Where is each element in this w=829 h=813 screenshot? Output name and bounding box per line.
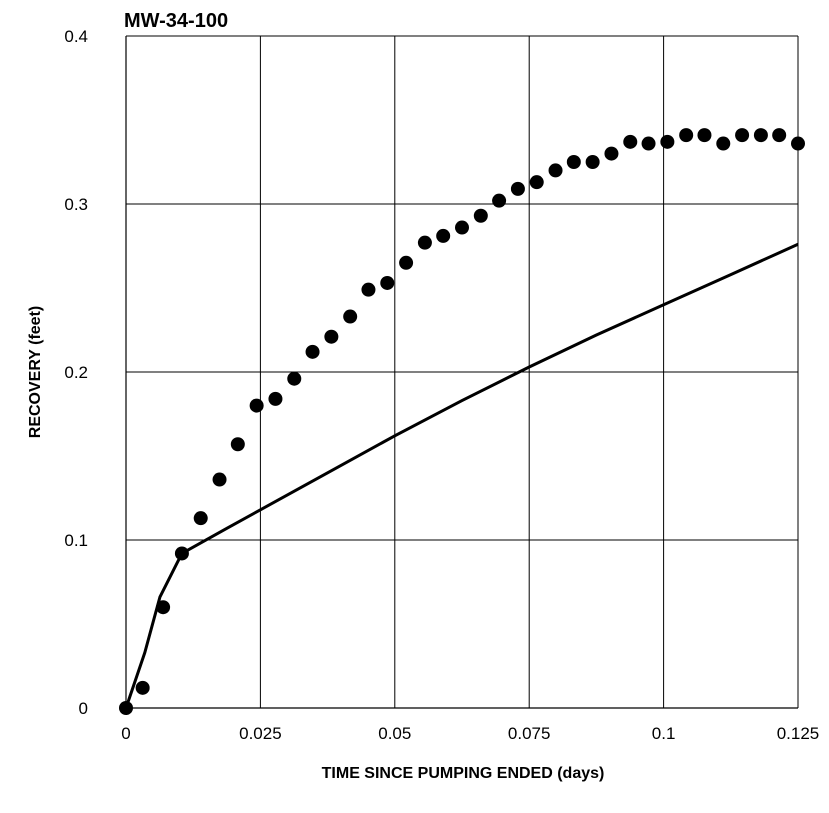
data-point	[604, 146, 619, 161]
chart-title: MW-34-100	[124, 10, 228, 32]
data-point	[753, 128, 768, 143]
data-point	[193, 511, 208, 526]
data-point	[510, 181, 525, 196]
data-point	[380, 275, 395, 290]
y-axis-title: RECOVERY (feet)	[27, 306, 44, 438]
data-point	[268, 391, 283, 406]
data-point	[212, 472, 227, 487]
data-point	[135, 680, 150, 695]
data-point	[791, 136, 805, 151]
model-curve-line	[124, 242, 799, 709]
x-axis-title: TIME SINCE PUMPING ENDED (days)	[322, 765, 605, 782]
data-point	[660, 134, 675, 149]
data-point	[436, 228, 451, 243]
tick-labels: 0 0.025 0.05 0.075 0.1 0.125 0 0.1 0.2 0.3 0.4	[64, 27, 819, 743]
y-tick-label: 0.2	[64, 363, 88, 382]
data-point	[174, 546, 189, 561]
data-point	[641, 136, 656, 151]
x-tick-label: 0.05	[378, 724, 411, 743]
data-point	[492, 193, 507, 208]
data-point	[343, 309, 358, 324]
x-tick-label: 0.125	[777, 724, 820, 743]
data-point	[287, 371, 302, 386]
data-point	[585, 155, 600, 169]
data-point	[679, 128, 694, 143]
data-point	[772, 128, 787, 143]
data-point	[361, 282, 376, 297]
data-point	[230, 437, 245, 452]
series-points	[119, 128, 805, 715]
data-point	[697, 128, 712, 143]
y-tick-label: 0	[79, 699, 88, 718]
data-point	[455, 220, 469, 235]
x-tick-label: 0.1	[652, 724, 676, 743]
grid	[125, 35, 799, 709]
data-point	[324, 329, 339, 344]
y-tick-label: 0.1	[64, 531, 88, 550]
data-point	[529, 175, 544, 190]
data-point	[417, 235, 432, 250]
data-point	[716, 136, 731, 151]
x-tick-label: 0	[121, 724, 130, 743]
data-point	[156, 600, 171, 615]
y-tick-label: 0.3	[64, 195, 88, 214]
series-line	[124, 242, 799, 709]
data-point	[623, 134, 638, 149]
y-tick-label: 0.4	[64, 27, 88, 46]
data-point	[735, 128, 750, 143]
data-point	[249, 398, 264, 413]
x-tick-label: 0.075	[508, 724, 551, 743]
data-point	[548, 163, 563, 178]
data-point	[305, 344, 320, 359]
data-point	[119, 701, 133, 715]
data-point	[399, 255, 414, 270]
data-point	[473, 208, 488, 223]
data-point	[566, 155, 581, 169]
x-tick-label: 0.025	[239, 724, 282, 743]
